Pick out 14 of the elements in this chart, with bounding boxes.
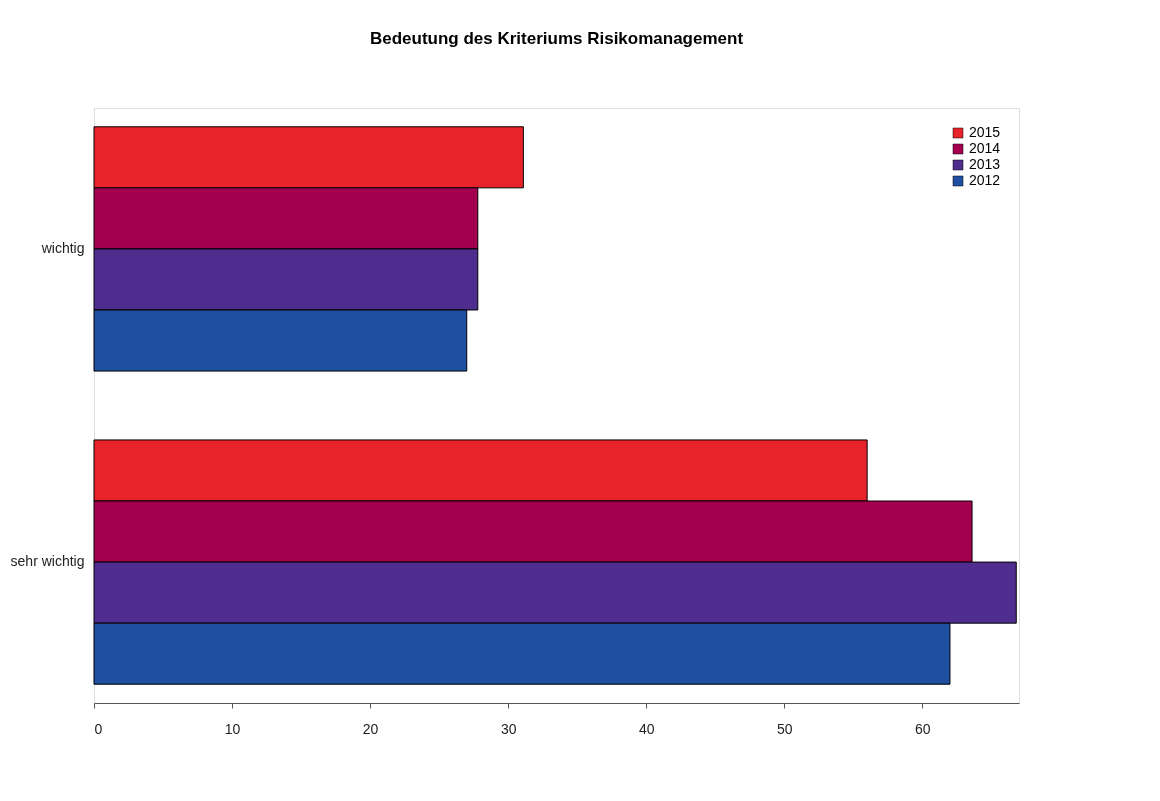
legend-label: 2015 bbox=[969, 124, 1001, 140]
x-tick-label: 20 bbox=[362, 720, 379, 737]
legend-label: 2014 bbox=[969, 140, 1001, 156]
x-tick-label: 50 bbox=[777, 720, 793, 737]
y-tick-label: wichtig bbox=[40, 239, 85, 256]
x-tick-label: 60 bbox=[915, 720, 931, 737]
x-tick-label: 30 bbox=[500, 720, 517, 737]
x-tick-label: 0 bbox=[94, 720, 103, 737]
x-tick-label: 40 bbox=[638, 720, 655, 737]
x-tick-label: 10 bbox=[224, 720, 241, 737]
legend-label: 2012 bbox=[969, 172, 1001, 188]
y-tick-label: sehr wichtig bbox=[10, 553, 85, 570]
legend-label: 2013 bbox=[969, 156, 1001, 172]
chart-title: Bedeutung des Kriteriums Risikomanagement bbox=[369, 29, 744, 48]
